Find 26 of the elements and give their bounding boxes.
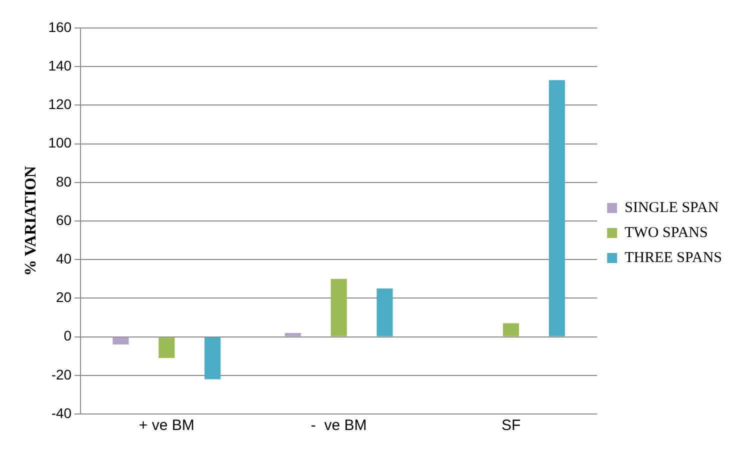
x-tick-label: SF xyxy=(501,417,521,434)
bar xyxy=(548,80,565,336)
y-tick-label: 140 xyxy=(48,57,72,74)
y-tick-label: 60 xyxy=(56,212,72,228)
y-axis-title: % VARIATION xyxy=(22,166,40,276)
bar xyxy=(502,323,520,336)
y-tick-label: -20 xyxy=(51,366,72,382)
x-tick-label: + ve BM xyxy=(138,417,194,434)
y-tick-label: 80 xyxy=(56,173,72,190)
legend-label: SINGLE SPAN xyxy=(624,200,719,216)
y-tick-label: 40 xyxy=(56,250,72,266)
bar xyxy=(158,337,175,358)
x-tick-label: - ve BM xyxy=(310,417,367,434)
bar xyxy=(204,337,221,380)
y-tick-label: 160 xyxy=(48,18,72,35)
bar xyxy=(284,332,301,336)
legend-label: THREE SPANS xyxy=(624,250,722,266)
bar xyxy=(112,337,129,345)
legend-label: TWO SPANS xyxy=(624,224,708,241)
bar xyxy=(330,278,347,336)
y-tick-label: 0 xyxy=(64,328,72,344)
y-tick-label: 100 xyxy=(48,134,72,151)
y-tick-label: 120 xyxy=(48,96,72,112)
bar xyxy=(376,288,393,336)
y-tick-label: 20 xyxy=(56,289,72,306)
y-tick-label: -40 xyxy=(51,404,72,421)
